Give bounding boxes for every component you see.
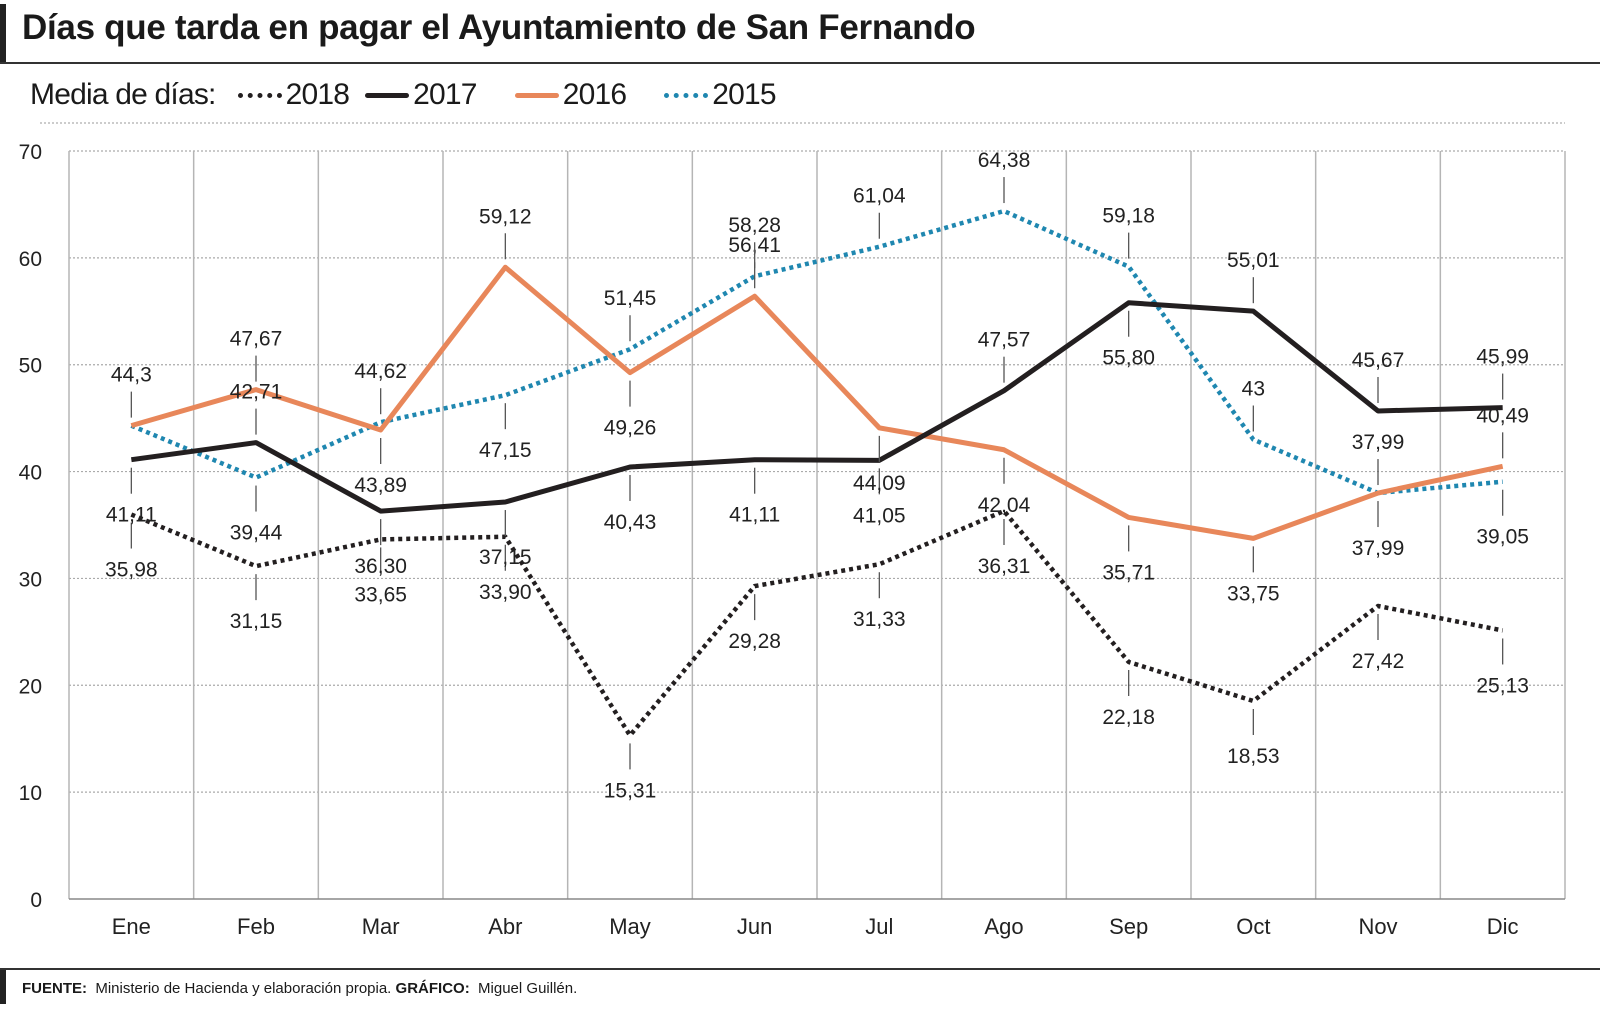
- data-label-2016: 40,49: [1476, 404, 1529, 427]
- data-label-2015: 61,04: [853, 185, 906, 208]
- source-label: FUENTE:: [22, 980, 87, 997]
- legend-entry-2017: 2017: [413, 78, 477, 111]
- x-tick-label: Ene: [112, 914, 151, 939]
- legend-entry-2016: 2016: [562, 78, 627, 111]
- x-tick-label: Feb: [237, 914, 275, 939]
- data-label-2016: 47,67: [230, 328, 283, 351]
- footer-text: FUENTE: Ministerio de Hacienda y elabora…: [22, 980, 577, 997]
- data-label-2015: 37,99: [1352, 537, 1405, 560]
- x-tick-label: Dic: [1487, 914, 1519, 939]
- data-label-2018: 31,15: [230, 610, 283, 633]
- data-label-2018: 18,53: [1227, 745, 1280, 768]
- data-label-2017: 45,67: [1352, 349, 1405, 372]
- data-label-2015: 39,05: [1476, 526, 1529, 549]
- data-label-2018: 25,13: [1476, 674, 1529, 697]
- data-label-2018: 33,65: [354, 583, 407, 606]
- x-tick-label: Abr: [488, 914, 522, 939]
- x-tick-label: Oct: [1236, 914, 1270, 939]
- title-accent-bar: [0, 4, 6, 62]
- chart-title: Días que tarda en pagar el Ayuntamiento …: [22, 8, 976, 47]
- footer-accent-bar: [0, 970, 6, 1004]
- data-label-2016: 33,75: [1227, 582, 1280, 605]
- data-label-2018: 15,31: [604, 779, 657, 802]
- x-tick-label: Nov: [1358, 914, 1397, 939]
- data-label-2017: 40,43: [604, 511, 657, 534]
- series-line-2018: [130, 508, 1504, 738]
- x-tick-label: Sep: [1109, 914, 1148, 939]
- data-label-2018: 35,98: [105, 559, 158, 582]
- series-line-2017: [130, 300, 1503, 514]
- y-tick-label: 10: [19, 782, 42, 805]
- legend-swatch-2018: [237, 92, 282, 98]
- graphic-label: GRÁFICO:: [395, 980, 470, 997]
- title-bar: Días que tarda en pagar el Ayuntamiento …: [0, 0, 1600, 64]
- x-tick-label: May: [609, 914, 651, 939]
- data-label-2015: 59,18: [1102, 205, 1155, 228]
- y-tick-label: 30: [19, 568, 42, 591]
- legend-label: Media de días:: [30, 78, 216, 111]
- data-label-2017: 47,57: [978, 329, 1031, 352]
- data-label-2016: 44,09: [853, 472, 906, 495]
- series-line-2015: [130, 208, 1503, 496]
- x-tick-label: Ago: [984, 914, 1023, 939]
- data-label-2015: 44,62: [354, 360, 407, 383]
- data-label-2017: 41,05: [853, 504, 906, 527]
- footer: FUENTE: Ministerio de Hacienda y elabora…: [0, 968, 1600, 1010]
- legend-entry-2018: 2018: [285, 78, 350, 111]
- y-tick-label: 50: [19, 355, 42, 378]
- data-label-2017: 37,15: [479, 546, 532, 569]
- data-label-2017: 41,11: [106, 504, 157, 527]
- line-chart: 0 10 20 30 40 50 60 70 Ene Feb Mar Abr May Jun Jul Ago S…: [19, 122, 1566, 939]
- graphic-credit: Miguel Guillén.: [478, 980, 578, 997]
- data-label-2016: 43,89: [354, 474, 407, 497]
- x-tick-label: Jun: [737, 914, 772, 939]
- data-label-2017: 55,01: [1227, 249, 1280, 272]
- legend-swatch-2015: [664, 92, 709, 98]
- data-label-2018: 36,31: [978, 555, 1031, 578]
- data-label-2017: 41,11: [729, 504, 780, 527]
- data-label-2016: 59,12: [479, 205, 532, 228]
- data-label-2015: 58,28: [728, 214, 781, 237]
- data-label-2016: 42,04: [978, 494, 1031, 517]
- data-label-2016: 37,99: [1352, 431, 1405, 454]
- y-tick-label: 70: [19, 141, 42, 164]
- legend-swatch-2017: [365, 92, 410, 98]
- y-tick-label: 40: [19, 462, 42, 485]
- legend: Media de días: 2018 2017 2016 2015: [30, 78, 780, 112]
- y-tick-label: 60: [19, 248, 42, 271]
- y-tick-label: 0: [30, 889, 42, 912]
- data-label-2015: 39,44: [230, 522, 283, 545]
- data-label-2017: 36,30: [354, 555, 407, 578]
- data-label-2015: 47,15: [479, 439, 532, 462]
- data-label-2016: 49,26: [604, 417, 657, 440]
- legend-swatch-2016: [514, 92, 559, 98]
- data-label-2017: 42,71: [230, 381, 283, 404]
- data-label-2018: 31,33: [853, 608, 906, 631]
- data-label-2017: 45,99: [1476, 346, 1529, 369]
- data-label-2016: 35,71: [1102, 561, 1155, 584]
- source-text: Ministerio de Hacienda y elaboración pro…: [95, 980, 392, 997]
- data-label-2015: 64,38: [978, 149, 1031, 172]
- data-label-2016: 44,3: [111, 364, 152, 387]
- x-tick-label: Mar: [362, 914, 400, 939]
- data-label-2018: 29,28: [728, 630, 781, 653]
- data-label-2018: 27,42: [1352, 650, 1405, 673]
- x-tick-label: Jul: [865, 914, 893, 939]
- series-line-2016: [130, 264, 1504, 541]
- legend-entry-2015: 2015: [712, 78, 776, 111]
- data-label-2018: 22,18: [1102, 706, 1155, 729]
- data-label-2015: 43: [1242, 378, 1265, 401]
- data-label-2015: 51,45: [604, 287, 657, 310]
- data-label-2018: 33,90: [479, 581, 532, 604]
- y-tick-label: 20: [19, 675, 42, 698]
- data-label-2017: 55,80: [1102, 347, 1155, 370]
